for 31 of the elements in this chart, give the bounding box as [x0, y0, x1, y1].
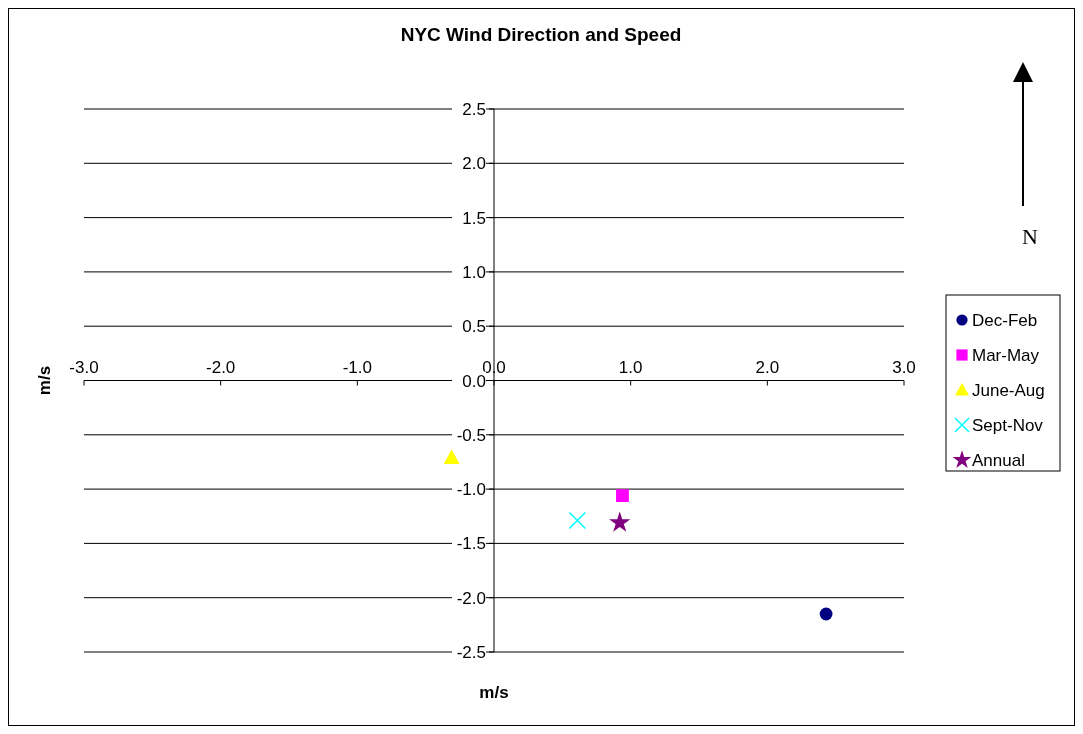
legend-label: Annual: [972, 451, 1025, 470]
y-tick-label: -1.0: [456, 480, 486, 500]
x-tick-label: -1.0: [342, 357, 372, 377]
chart-title: NYC Wind Direction and Speed: [400, 24, 682, 45]
legend-label: June-Aug: [972, 381, 1045, 400]
point: [568, 511, 587, 530]
x-tick-label: 2.0: [755, 357, 780, 377]
legend-label: Dec-Feb: [972, 311, 1038, 330]
y-tick-label: -0.5: [456, 425, 486, 445]
x-tick-label: 3.0: [892, 357, 916, 377]
y-tick-label: -1.5: [456, 534, 486, 554]
text: N: [1022, 224, 1039, 249]
x-tick-label: -3.0: [69, 357, 99, 377]
y-axis-title: m/s: [35, 365, 54, 396]
y-tick-label: 0.5: [462, 317, 486, 337]
x-tick-label: 1.0: [618, 357, 643, 377]
x-axis-title: m/s: [479, 683, 509, 702]
point: [443, 449, 460, 465]
y-tick-label: -2.5: [456, 643, 486, 662]
y-tick-label: 1.5: [462, 208, 486, 228]
y-tick-label: 1.0: [462, 262, 486, 282]
y-tick-label: 2.5: [462, 100, 486, 119]
y-tick-label: 2.0: [462, 154, 486, 174]
point: [616, 489, 629, 503]
y-tick-label: 0.0: [462, 371, 486, 391]
legend-label: Mar-May: [972, 346, 1040, 365]
y-tick-label: -2.0: [456, 588, 486, 608]
point: [609, 511, 631, 532]
x-tick-label: -2.0: [206, 357, 236, 377]
legend-label: Sept-Nov: [972, 416, 1044, 435]
point: [819, 607, 833, 621]
